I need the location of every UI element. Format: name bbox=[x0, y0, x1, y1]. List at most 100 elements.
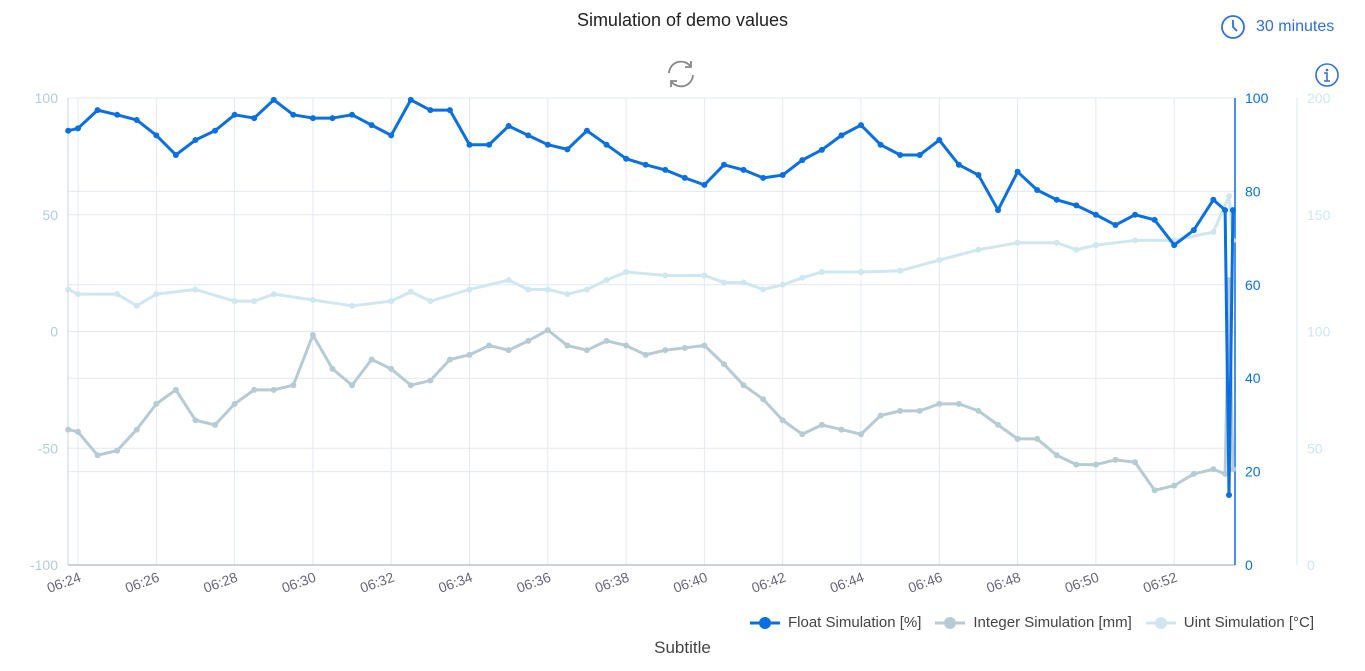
time-range-label: 30 minutes bbox=[1256, 18, 1335, 35]
x-tick-label: 06:46 bbox=[906, 569, 945, 596]
data-point-uint bbox=[1073, 246, 1080, 253]
data-point-uint bbox=[65, 286, 72, 293]
legend-item-integer[interactable]: Integer Simulation [mm] bbox=[935, 614, 1132, 631]
data-point-float bbox=[975, 172, 982, 179]
data-point-uint bbox=[270, 291, 277, 298]
data-point-integer bbox=[955, 400, 962, 407]
legend-item-float[interactable]: Float Simulation [%] bbox=[750, 614, 921, 631]
data-point-uint bbox=[1092, 242, 1099, 249]
data-point-uint bbox=[603, 277, 610, 284]
y-tick-label-right-uint: 150 bbox=[1307, 207, 1331, 223]
data-point-float bbox=[1092, 211, 1099, 218]
y-tick-label-right-uint: 0 bbox=[1307, 557, 1315, 573]
data-point-uint bbox=[407, 288, 414, 295]
data-point-integer bbox=[897, 407, 904, 414]
data-point-float bbox=[525, 132, 532, 139]
data-point-integer bbox=[623, 342, 630, 349]
x-tick-label: 06:26 bbox=[123, 569, 162, 596]
data-point-integer bbox=[65, 426, 72, 433]
time-range-button[interactable]: 30 minutes bbox=[1220, 14, 1334, 40]
data-point-uint bbox=[1171, 237, 1178, 244]
data-point-uint bbox=[564, 291, 571, 298]
data-point-float bbox=[1034, 186, 1041, 193]
data-point-float bbox=[603, 141, 610, 148]
data-point-integer bbox=[642, 351, 649, 358]
data-point-float bbox=[642, 161, 649, 168]
y-tick-label-right-uint: 50 bbox=[1307, 440, 1323, 456]
data-point-float bbox=[65, 127, 72, 134]
x-tick-label: 06:32 bbox=[358, 569, 397, 596]
data-point-uint bbox=[1132, 237, 1139, 244]
data-point-float bbox=[75, 125, 81, 132]
data-point-integer bbox=[1132, 459, 1139, 466]
data-point-integer bbox=[407, 382, 414, 389]
data-point-integer bbox=[505, 347, 512, 354]
data-point-float bbox=[1229, 207, 1236, 214]
legend-label: Float Simulation [%] bbox=[788, 614, 922, 631]
data-point-integer bbox=[1151, 487, 1158, 494]
data-point-float bbox=[290, 111, 297, 118]
data-point-integer bbox=[701, 342, 708, 349]
data-point-integer bbox=[995, 421, 1002, 428]
data-point-integer bbox=[153, 400, 160, 407]
data-point-float bbox=[505, 123, 512, 130]
data-point-float bbox=[212, 127, 219, 134]
legend-item-uint[interactable]: Uint Simulation [°C] bbox=[1145, 614, 1314, 631]
data-point-uint bbox=[1226, 193, 1233, 200]
x-tick-label: 06:42 bbox=[749, 569, 788, 596]
data-point-uint bbox=[975, 246, 982, 253]
data-point-float bbox=[446, 107, 453, 114]
data-point-integer bbox=[838, 426, 845, 433]
data-point-float bbox=[349, 111, 356, 118]
data-point-uint bbox=[114, 291, 121, 298]
data-point-float bbox=[877, 141, 884, 148]
data-point-integer bbox=[446, 356, 453, 363]
data-point-integer bbox=[309, 332, 316, 339]
y-tick-label-left: -50 bbox=[38, 440, 58, 456]
data-point-uint bbox=[133, 302, 140, 309]
data-point-float bbox=[1210, 196, 1217, 203]
y-tick-label-left: -100 bbox=[30, 557, 58, 573]
data-point-float bbox=[583, 127, 590, 134]
data-point-integer bbox=[1222, 470, 1229, 477]
data-point-integer bbox=[368, 356, 375, 363]
data-point-uint bbox=[760, 286, 767, 293]
data-point-float bbox=[192, 137, 199, 144]
data-point-float bbox=[740, 166, 747, 173]
data-point-float bbox=[1222, 207, 1229, 214]
legend: Float Simulation [%] Integer Simulation … bbox=[750, 614, 1314, 631]
data-point-integer bbox=[818, 421, 825, 428]
data-point-integer bbox=[133, 426, 140, 433]
data-point-uint bbox=[897, 267, 904, 274]
data-point-float bbox=[153, 132, 160, 139]
data-point-float bbox=[172, 151, 179, 158]
data-point-integer bbox=[349, 382, 356, 389]
data-point-integer bbox=[936, 400, 943, 407]
x-tick-label: 06:34 bbox=[436, 569, 475, 596]
refresh-button[interactable] bbox=[663, 56, 699, 97]
data-point-uint bbox=[75, 291, 81, 298]
data-point-float bbox=[623, 155, 630, 162]
data-point-float bbox=[1053, 196, 1060, 203]
series-line-uint bbox=[67, 194, 1235, 308]
data-point-integer bbox=[212, 421, 219, 428]
legend-marker-uint bbox=[1145, 616, 1176, 629]
data-point-integer bbox=[760, 396, 767, 403]
data-point-integer bbox=[1171, 482, 1178, 489]
x-tick-label: 06:30 bbox=[280, 569, 319, 596]
data-point-uint bbox=[1229, 237, 1236, 244]
series-line-float bbox=[67, 98, 1235, 497]
data-point-uint bbox=[858, 268, 864, 275]
data-point-uint bbox=[1014, 239, 1021, 246]
data-point-float bbox=[544, 141, 551, 148]
data-point-uint bbox=[701, 272, 708, 279]
data-point-uint bbox=[388, 298, 395, 305]
data-point-integer bbox=[1053, 452, 1060, 459]
data-point-float bbox=[955, 161, 962, 168]
data-point-integer bbox=[290, 382, 297, 389]
data-point-float bbox=[1132, 211, 1139, 218]
data-point-float bbox=[486, 141, 493, 148]
data-point-integer bbox=[544, 327, 551, 334]
refresh-icon bbox=[668, 60, 694, 88]
info-button[interactable] bbox=[1314, 62, 1340, 93]
